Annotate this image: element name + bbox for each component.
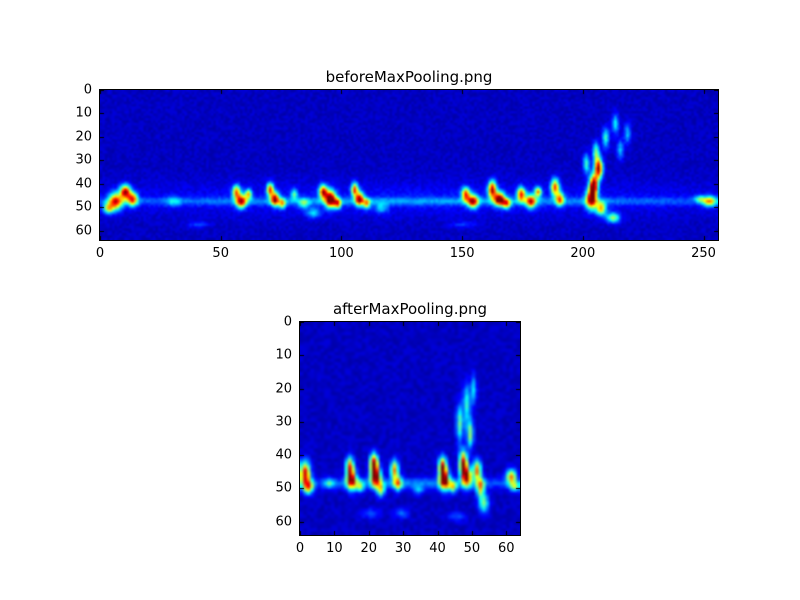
x-tick-label: 200 bbox=[570, 246, 596, 261]
plot-title-before: beforeMaxPooling.png bbox=[325, 68, 493, 86]
plot-title-after: afterMaxPooling.png bbox=[332, 300, 488, 318]
y-tick-label: 0 bbox=[83, 82, 92, 98]
y-tick-label: 10 bbox=[75, 105, 92, 121]
y-tick-label: 60 bbox=[75, 223, 92, 239]
y-tick-label: 30 bbox=[75, 152, 92, 168]
x-tick-label: 50 bbox=[212, 246, 229, 261]
y-tick-label: 40 bbox=[275, 447, 292, 463]
axes-frame-after bbox=[299, 321, 521, 536]
y-tick-label: 20 bbox=[275, 381, 292, 397]
x-tick-label: 20 bbox=[360, 541, 378, 556]
x-tick-label: 0 bbox=[95, 246, 105, 261]
x-tick-label: 150 bbox=[449, 246, 475, 261]
y-tick-label: 10 bbox=[275, 347, 292, 363]
y-tick-label: 0 bbox=[283, 314, 292, 330]
y-tick-label: 50 bbox=[75, 199, 92, 215]
heatmap-after bbox=[300, 322, 520, 535]
x-tick-label: 50 bbox=[463, 541, 481, 556]
x-tick-label: 60 bbox=[497, 541, 515, 556]
x-tick-label: 0 bbox=[295, 541, 305, 556]
x-tick-label: 30 bbox=[394, 541, 412, 556]
y-tick-label: 40 bbox=[75, 176, 92, 192]
x-tick-label: 10 bbox=[326, 541, 343, 556]
x-tick-label: 100 bbox=[328, 246, 354, 261]
y-tick-label: 20 bbox=[75, 129, 92, 145]
y-tick-label: 50 bbox=[275, 480, 292, 496]
axes-frame-before bbox=[99, 89, 719, 241]
y-tick-label: 30 bbox=[275, 414, 292, 430]
y-tick-label: 60 bbox=[275, 514, 292, 530]
x-tick-label: 40 bbox=[429, 541, 446, 556]
x-tick-label: 250 bbox=[691, 246, 716, 261]
heatmap-before bbox=[100, 90, 718, 240]
